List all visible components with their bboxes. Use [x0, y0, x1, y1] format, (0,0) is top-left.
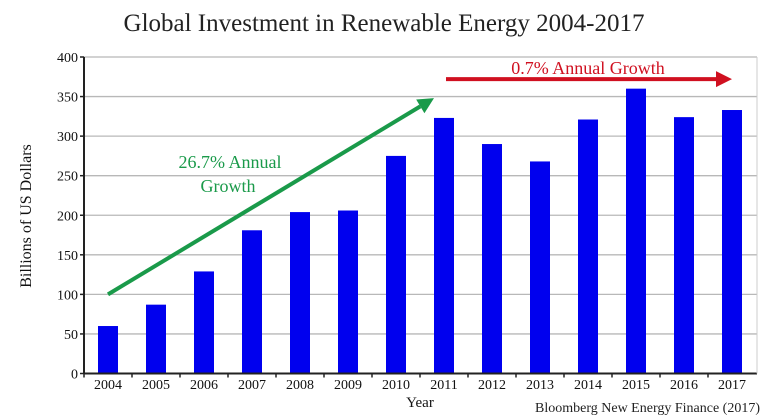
y-tick-label: 350 [57, 91, 78, 106]
bar-2013 [530, 161, 550, 374]
chart-title: Global Investment in Renewable Energy 20… [124, 10, 645, 37]
bar-2007 [242, 230, 262, 374]
annotations: 26.7% Annual Growth 0.7% Annual Growth [106, 58, 732, 297]
axes [80, 56, 758, 378]
bar-2005 [146, 304, 166, 374]
x-tick-label: 2017 [718, 378, 746, 393]
x-tick-label: 2010 [382, 378, 410, 393]
x-tick-label: 2011 [430, 378, 457, 393]
bar-2009 [338, 210, 358, 374]
bar-2010 [386, 155, 406, 374]
bar-2016 [674, 117, 694, 374]
bar-2014 [578, 119, 598, 374]
growth-annotation-text: Growth [201, 176, 256, 196]
x-tick-label: 2005 [142, 378, 170, 393]
y-tick-label: 150 [57, 249, 78, 264]
bar-2006 [194, 271, 214, 374]
growth-annotation-text: 0.7% Annual Growth [511, 58, 664, 78]
bars [98, 88, 742, 374]
x-tick-label: 2015 [622, 378, 650, 393]
bar-2015 [626, 88, 646, 374]
x-tick-label: 2012 [478, 378, 506, 393]
y-tick-label: 50 [64, 328, 78, 343]
bar-2008 [290, 212, 310, 374]
y-tick-labels: 0 50 100 150 200 250 300 350 400 [57, 51, 78, 383]
growth-annotation-text: 26.7% Annual [179, 152, 282, 172]
y-axis-label: Billions of US Dollars [18, 144, 35, 288]
gridlines [84, 56, 757, 335]
bar-2011 [434, 117, 454, 374]
bar-2017 [722, 110, 742, 374]
source-note: Bloomberg New Energy Finance (2017) [535, 401, 760, 416]
x-tick-label: 2013 [526, 378, 554, 393]
y-tick-label: 100 [57, 288, 78, 303]
x-tick-labels: 2004 2005 2006 2007 2008 2009 2010 2011 2012 2013… [94, 378, 746, 393]
bar-2012 [482, 144, 502, 374]
x-tick-label: 2008 [286, 378, 314, 393]
y-tick-label: 300 [57, 130, 78, 145]
growth-arrow-line [106, 104, 422, 297]
x-tick-label: 2014 [574, 378, 602, 393]
growth-arrowhead [416, 98, 434, 114]
y-tick-label: 250 [57, 170, 78, 185]
bar-2004 [98, 326, 118, 374]
y-tick-label: 400 [57, 51, 78, 66]
y-tick-label: 200 [57, 209, 78, 224]
x-tick-label: 2004 [94, 378, 122, 393]
y-tick-label: 0 [71, 368, 78, 383]
x-axis-label: Year [406, 395, 434, 411]
x-tick-label: 2009 [334, 378, 362, 393]
x-tick-label: 2006 [190, 378, 218, 393]
x-tick-label: 2016 [670, 378, 698, 393]
growth-arrowhead [716, 71, 732, 88]
x-tick-label: 2007 [238, 378, 266, 393]
